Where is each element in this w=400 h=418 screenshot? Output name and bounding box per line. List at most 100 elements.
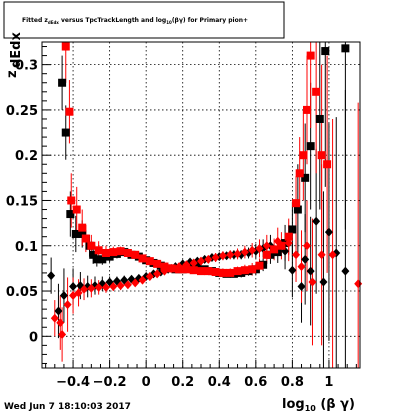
data-point-diamond: [87, 283, 96, 293]
title-sub2: 10: [166, 20, 172, 25]
data-point-diamond: [312, 216, 321, 226]
data-point-diamond: [59, 291, 68, 301]
y-tick-label: 0.15: [6, 194, 38, 209]
tick-layer: [42, 46, 357, 368]
data-point-square: [61, 42, 70, 51]
data-point-diamond: [54, 306, 63, 316]
data-point-diamond: [341, 266, 350, 276]
data-point-diamond: [58, 329, 67, 339]
data-point-diamond: [116, 281, 125, 291]
data-point-square: [317, 151, 326, 160]
data-point-square: [145, 257, 154, 266]
x-tick-label: 0.8: [281, 375, 304, 390]
title-rest: versus TpcTrackLength and log: [59, 17, 166, 24]
title-sub: dEdx: [48, 20, 59, 25]
data-point-square: [295, 169, 304, 178]
data-point-square: [72, 205, 81, 214]
data-point-square: [211, 268, 220, 277]
data-point-square: [160, 262, 169, 271]
y-tick-label: 0.1: [15, 240, 38, 255]
title-tail: (βγ) for Primary pion+: [172, 17, 248, 24]
data-point-square: [248, 265, 257, 274]
data-point-diamond: [262, 241, 271, 251]
data-point-diamond: [101, 282, 110, 292]
tick-label-layer: −0.4 −0.2 0 0.2 0.4 0.6 0.8 1 0 0.05 0.1 0.15 0.2 0.2…: [6, 59, 334, 390]
data-point-square: [78, 229, 87, 238]
data-point-square: [87, 241, 96, 250]
data-point-diamond: [240, 247, 249, 257]
data-point-square: [109, 248, 118, 257]
data-point-square: [197, 267, 205, 276]
data-point-square: [66, 210, 75, 219]
data-point-diamond: [301, 254, 310, 264]
data-point-square: [92, 255, 101, 264]
data-point-diamond: [328, 250, 337, 260]
data-point-square: [89, 250, 98, 259]
data-point-square: [315, 114, 324, 123]
x-tick-label: 0.4: [208, 375, 231, 390]
data-point-square: [312, 87, 321, 96]
data-point-square: [306, 51, 315, 60]
data-point-square: [341, 44, 350, 53]
data-point-square: [293, 205, 302, 214]
data-point-diamond: [303, 241, 311, 251]
date-label: Wed Jun 7 18:10:03 2017: [4, 402, 131, 412]
data-point-diamond: [123, 280, 132, 290]
data-point-square: [303, 105, 311, 114]
data-point-square: [189, 266, 198, 275]
x-axis-label: log10 (β γ): [282, 397, 355, 413]
data-point-square: [262, 250, 271, 259]
data-point-diamond: [233, 249, 242, 259]
data-point-diamond: [69, 282, 78, 291]
data-point-diamond: [297, 282, 306, 291]
data-point-square: [226, 268, 235, 277]
data-point-square: [116, 247, 125, 256]
data-point-square: [204, 267, 213, 276]
data-point-square: [101, 248, 110, 257]
data-point-diamond: [160, 266, 169, 276]
data-point-square: [321, 47, 330, 56]
data-point-diamond: [306, 266, 315, 276]
data-point-diamond: [153, 269, 162, 279]
marker-layer: [47, 42, 363, 339]
data-point-diamond: [197, 256, 205, 266]
data-point-diamond: [288, 265, 297, 275]
data-point-square: [299, 151, 308, 160]
data-point-square: [306, 142, 315, 151]
y-axis-label-sub: dEdx: [9, 32, 24, 68]
data-point-square: [255, 261, 264, 270]
data-point-diamond: [211, 253, 220, 263]
y-axis-label: z dEdx: [5, 32, 24, 78]
data-point-diamond: [145, 272, 154, 282]
data-point-square: [94, 246, 103, 255]
data-point-square: [153, 259, 162, 268]
data-point-square: [138, 254, 147, 263]
data-point-square: [81, 234, 90, 243]
data-point-diamond: [317, 250, 326, 260]
data-point-diamond: [255, 243, 264, 253]
data-point-diamond: [297, 262, 306, 272]
data-point-diamond: [248, 245, 257, 255]
data-point-square: [131, 250, 140, 259]
svg-text:z: z: [5, 70, 20, 78]
data-point-square: [182, 265, 191, 274]
data-point-diamond: [324, 227, 333, 237]
data-point-diamond: [138, 275, 147, 285]
data-point-diamond: [354, 279, 363, 289]
data-point-square: [292, 199, 301, 208]
x-tick-label: −0.2: [93, 375, 127, 390]
data-point-square: [233, 267, 242, 276]
data-point-diamond: [273, 236, 282, 246]
y-tick-label: 0: [29, 330, 38, 345]
chart-title: Fitted zdEdx versus TpcTrackLength and l…: [22, 17, 248, 25]
data-point-diamond: [74, 288, 83, 298]
data-point-square: [301, 173, 310, 182]
data-point-diamond: [182, 260, 191, 270]
data-point-diamond: [292, 250, 301, 260]
x-tick-label: 1: [324, 375, 333, 390]
title-main: Fitted z: [22, 17, 48, 24]
data-point-diamond: [175, 262, 184, 272]
data-point-square: [284, 232, 293, 241]
